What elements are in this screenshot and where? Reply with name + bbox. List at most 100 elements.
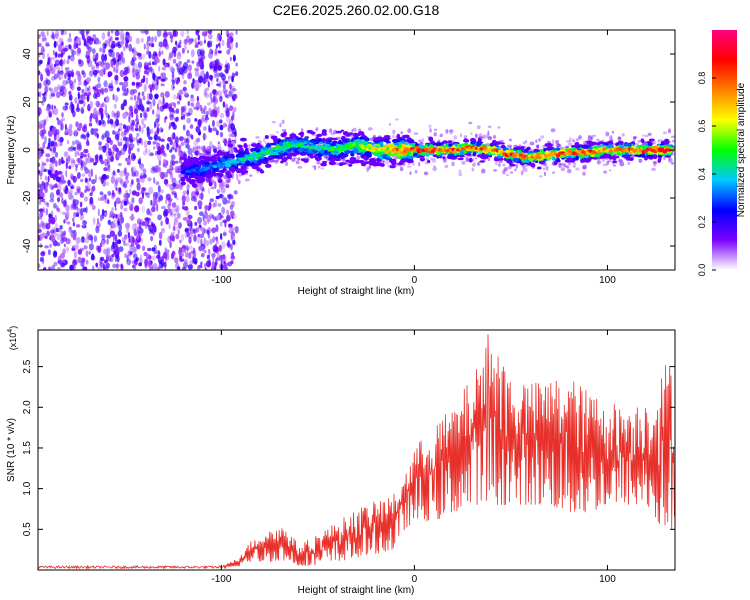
noise-speckle [83,80,88,87]
faint-speckle [297,157,301,161]
noise-speckle [146,93,152,100]
noise-speckle [46,30,49,36]
noise-speckle [148,93,153,100]
noise-speckle [146,107,150,112]
noise-speckle [38,162,41,167]
noise-speckle [66,156,71,165]
faint-speckle [567,142,573,146]
noise-speckle [150,221,154,227]
noise-speckle [161,205,166,210]
noise-speckle [158,159,161,167]
noise-speckle [165,217,170,225]
noise-speckle [116,263,119,269]
noise-speckle [39,119,45,127]
noise-speckle [164,63,168,68]
noise-speckle [85,206,88,214]
noise-speckle [93,107,97,115]
faint-speckle [627,161,631,165]
noise-speckle [124,253,127,258]
noise-speckle [160,138,165,142]
noise-speckle [59,59,63,65]
noise-speckle [221,194,225,202]
noise-speckle [110,80,113,85]
noise-speckle [91,205,96,210]
ridge-cell [320,162,327,167]
noise-speckle [80,155,83,159]
ridge-cell [406,151,411,155]
noise-speckle [75,121,79,128]
noise-speckle [70,194,74,200]
noise-speckle [72,146,76,151]
noise-speckle [68,94,73,101]
noise-speckle [140,237,143,244]
noise-speckle [112,93,115,101]
noise-speckle [153,197,158,206]
noise-speckle [52,184,58,189]
noise-speckle [179,39,182,45]
noise-speckle [39,91,42,98]
noise-speckle [123,200,128,206]
noise-speckle [177,100,181,105]
noise-speckle [141,187,147,192]
ridge-cell [553,161,558,166]
noise-speckle [80,134,84,139]
noise-speckle [212,95,216,103]
ridge-cell [310,131,316,135]
noise-speckle [123,129,127,136]
noise-speckle [131,259,137,265]
noise-speckle [174,147,177,153]
noise-speckle [190,250,195,255]
noise-speckle [123,193,128,199]
noise-speckle [116,111,119,118]
noise-speckle [101,91,104,95]
noise-speckle [224,80,229,85]
noise-speckle [53,107,59,116]
noise-speckle [172,30,177,37]
noise-speckle [50,87,54,95]
noise-speckle [136,177,140,183]
faint-speckle [596,138,600,142]
noise-speckle [128,43,133,52]
noise-speckle [88,122,93,127]
noise-speckle [146,194,151,198]
ridge-cell [324,150,328,154]
noise-speckle [203,105,207,111]
noise-speckle [71,50,77,56]
noise-speckle [39,256,44,263]
ridge-cell [406,139,414,142]
noise-speckle [70,185,74,190]
noise-speckle [116,168,120,173]
noise-speckle [176,258,179,265]
noise-speckle [138,98,143,106]
noise-speckle [139,112,143,118]
faint-speckle [498,163,501,167]
ridge-cell [509,163,516,167]
noise-speckle [176,167,182,174]
noise-speckle [162,96,165,105]
noise-speckle [205,110,209,117]
noise-speckle [172,123,177,130]
noise-speckle [38,42,42,47]
noise-speckle [105,95,110,104]
noise-speckle [48,137,51,144]
noise-speckle [46,79,51,86]
noise-speckle [141,126,144,134]
noise-speckle [178,136,184,142]
noise-speckle [113,66,116,73]
noise-speckle [106,175,110,179]
noise-speckle [196,125,200,133]
noise-speckle [74,243,80,251]
noise-speckle [183,91,189,95]
noise-speckle [156,58,161,63]
noise-speckle [131,69,136,76]
noise-speckle [41,45,45,54]
noise-speckle [45,43,51,47]
noise-speckle [185,112,191,117]
noise-speckle [155,249,161,255]
noise-speckle [105,252,111,258]
noise-speckle [223,90,228,96]
ridge-cell [292,139,298,143]
noise-speckle [212,202,216,208]
noise-speckle [232,72,236,78]
